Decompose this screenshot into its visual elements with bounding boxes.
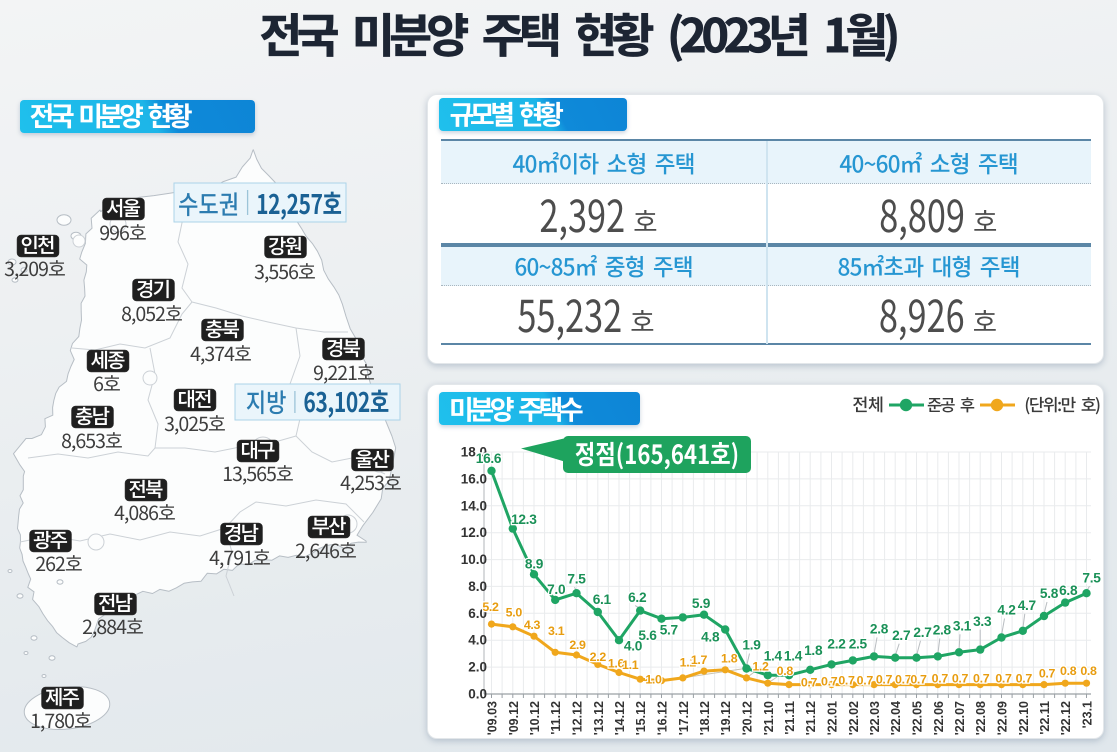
svg-text:4.0: 4.0 <box>624 638 643 653</box>
svg-text:'21.12: '21.12 <box>804 701 818 735</box>
svg-text:'22.12: '22.12 <box>1059 701 1073 735</box>
svg-text:'22.07: '22.07 <box>953 701 967 735</box>
svg-text:'16.12: '16.12 <box>656 701 670 735</box>
svg-text:3.3: 3.3 <box>973 614 992 629</box>
svg-text:2.7: 2.7 <box>913 625 932 640</box>
svg-text:8.9: 8.9 <box>525 557 544 572</box>
svg-text:0.7: 0.7 <box>821 674 838 688</box>
svg-text:4.3: 4.3 <box>524 618 541 632</box>
svg-text:'10.12: '10.12 <box>528 701 542 735</box>
svg-text:0.8: 0.8 <box>1060 664 1077 678</box>
svg-text:2.2: 2.2 <box>827 637 846 652</box>
svg-text:'18.12: '18.12 <box>698 701 712 735</box>
svg-text:'12.12: '12.12 <box>571 701 585 735</box>
svg-text:'15.12: '15.12 <box>634 701 648 735</box>
svg-text:'22.10: '22.10 <box>1017 701 1031 735</box>
svg-text:5.8: 5.8 <box>1040 586 1059 601</box>
svg-text:5.2: 5.2 <box>482 600 499 614</box>
svg-text:0.7: 0.7 <box>995 671 1012 685</box>
svg-text:0.7: 0.7 <box>838 673 855 687</box>
svg-text:'20.12: '20.12 <box>741 701 755 735</box>
svg-text:'14.12: '14.12 <box>613 701 627 735</box>
svg-text:1.2: 1.2 <box>752 660 769 674</box>
svg-text:0.7: 0.7 <box>1016 671 1033 685</box>
svg-text:'21.10: '21.10 <box>762 701 776 735</box>
svg-text:5.9: 5.9 <box>692 596 711 611</box>
svg-text:'21.11: '21.11 <box>783 701 797 735</box>
svg-text:1.8: 1.8 <box>804 643 823 658</box>
svg-text:'19.12: '19.12 <box>719 701 733 735</box>
svg-text:6.0: 6.0 <box>468 606 487 621</box>
svg-text:1.1: 1.1 <box>622 658 639 672</box>
svg-text:0.7: 0.7 <box>910 672 927 686</box>
svg-text:0.7: 0.7 <box>876 672 893 686</box>
svg-text:'09.12: '09.12 <box>507 701 521 735</box>
svg-text:7.0: 7.0 <box>547 582 566 597</box>
svg-text:1.9: 1.9 <box>742 638 761 653</box>
svg-text:0.7: 0.7 <box>1039 666 1056 680</box>
svg-text:0.7: 0.7 <box>857 673 874 687</box>
svg-text:0.8: 0.8 <box>777 664 794 678</box>
svg-text:8.0: 8.0 <box>468 579 487 594</box>
svg-text:0.8: 0.8 <box>1080 664 1097 678</box>
svg-text:0.7: 0.7 <box>952 671 969 685</box>
svg-text:12.0: 12.0 <box>461 525 487 540</box>
svg-text:1.6: 1.6 <box>608 656 625 670</box>
svg-text:2.8: 2.8 <box>933 623 952 638</box>
svg-text:3.1: 3.1 <box>548 624 565 638</box>
svg-text:'11.12: '11.12 <box>549 701 563 735</box>
svg-text:6.8: 6.8 <box>1059 583 1078 598</box>
svg-text:4.0: 4.0 <box>468 633 487 648</box>
svg-text:'22.06: '22.06 <box>932 701 946 735</box>
svg-text:0.7: 0.7 <box>801 675 818 689</box>
svg-text:4.2: 4.2 <box>997 603 1016 618</box>
svg-text:2.9: 2.9 <box>569 638 586 652</box>
svg-text:'23.1: '23.1 <box>1081 701 1095 728</box>
svg-text:5.7: 5.7 <box>660 623 679 638</box>
svg-text:'22.02: '22.02 <box>847 701 861 735</box>
svg-text:0.7: 0.7 <box>973 671 990 685</box>
svg-text:'22.01: '22.01 <box>826 701 840 735</box>
svg-text:2.2: 2.2 <box>590 650 607 664</box>
svg-text:0.7: 0.7 <box>932 671 949 685</box>
svg-text:'22.05: '22.05 <box>911 701 925 735</box>
svg-text:16.0: 16.0 <box>461 471 487 486</box>
svg-text:5.6: 5.6 <box>638 628 657 643</box>
svg-text:10.0: 10.0 <box>461 552 487 567</box>
svg-text:'22.03: '22.03 <box>868 701 882 735</box>
svg-text:'17.12: '17.12 <box>677 701 691 735</box>
svg-text:'13.12: '13.12 <box>592 701 606 735</box>
svg-text:5.0: 5.0 <box>506 606 523 620</box>
svg-text:7.5: 7.5 <box>567 571 586 586</box>
svg-text:4.8: 4.8 <box>701 630 720 645</box>
svg-text:4.7: 4.7 <box>1018 598 1037 613</box>
svg-text:1.2: 1.2 <box>680 656 697 670</box>
svg-text:'22.08: '22.08 <box>974 701 988 735</box>
svg-text:'22.09: '22.09 <box>996 701 1010 735</box>
svg-text:0.0: 0.0 <box>468 687 487 702</box>
svg-text:1.4: 1.4 <box>784 648 803 663</box>
svg-text:6.2: 6.2 <box>628 590 647 605</box>
svg-text:18.0: 18.0 <box>461 445 487 460</box>
svg-text:1.4: 1.4 <box>764 648 783 663</box>
svg-text:1.8: 1.8 <box>721 652 738 666</box>
svg-text:2.0: 2.0 <box>468 660 487 675</box>
svg-text:'09.03: '09.03 <box>486 701 500 735</box>
svg-text:14.0: 14.0 <box>461 498 487 513</box>
svg-text:2.5: 2.5 <box>849 637 868 652</box>
svg-text:1.7: 1.7 <box>691 653 708 667</box>
svg-text:16.6: 16.6 <box>476 451 502 466</box>
svg-text:12.3: 12.3 <box>511 512 537 527</box>
svg-text:0.7: 0.7 <box>895 672 912 686</box>
svg-text:1.0: 1.0 <box>645 672 662 686</box>
svg-text:2.8: 2.8 <box>870 622 889 637</box>
svg-text:'22.04: '22.04 <box>889 701 903 735</box>
svg-text:3.1: 3.1 <box>953 619 972 634</box>
svg-text:6.1: 6.1 <box>593 592 612 607</box>
svg-text:2.7: 2.7 <box>892 628 911 643</box>
svg-text:'22.11: '22.11 <box>1038 701 1052 735</box>
svg-text:7.5: 7.5 <box>1082 570 1101 585</box>
